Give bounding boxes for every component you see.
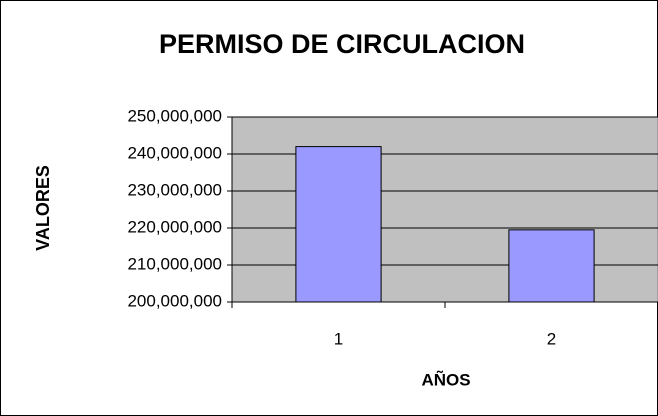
- y-tick-label: 250,000,000: [127, 106, 222, 125]
- bar: [508, 229, 595, 303]
- chart-title: PERMISO DE CIRCULACION: [159, 29, 525, 59]
- x-tick-label: 1: [334, 329, 343, 348]
- y-tick-label: 240,000,000: [127, 143, 222, 162]
- y-tick-label: 200,000,000: [127, 291, 222, 310]
- y-axis-label: VALORES: [33, 165, 53, 251]
- x-axis-label: AÑOS: [421, 369, 470, 389]
- y-tick-label: 210,000,000: [127, 254, 222, 273]
- y-tick-label: 220,000,000: [127, 217, 222, 236]
- x-tick-label: 2: [547, 329, 556, 348]
- bar: [295, 146, 382, 303]
- y-tick-label: 230,000,000: [127, 180, 222, 199]
